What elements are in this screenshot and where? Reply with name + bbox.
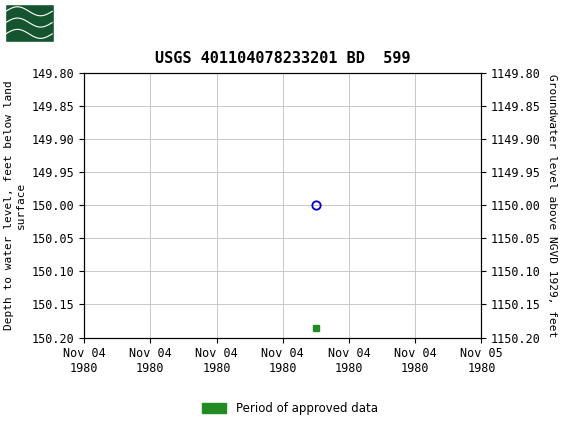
Text: USGS: USGS [61,12,125,33]
Y-axis label: Depth to water level, feet below land
surface: Depth to water level, feet below land su… [5,80,26,330]
Bar [5,3,54,42]
Title: USGS 401104078233201 BD  599: USGS 401104078233201 BD 599 [155,51,411,66]
Legend: Period of approved data: Period of approved data [198,397,382,420]
Y-axis label: Groundwater level above NGVD 1929, feet: Groundwater level above NGVD 1929, feet [546,74,557,337]
